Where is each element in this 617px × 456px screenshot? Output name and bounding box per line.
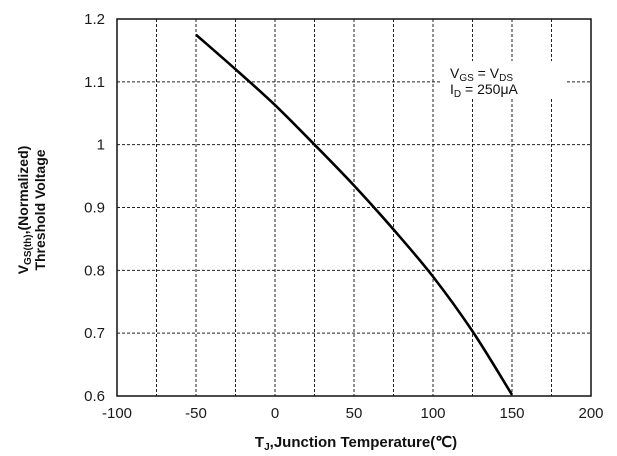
data-point bbox=[471, 330, 473, 332]
data-point bbox=[392, 228, 394, 230]
data-point bbox=[313, 143, 315, 145]
data-point bbox=[234, 68, 236, 70]
annotation-id: ID = 250μA bbox=[450, 81, 519, 100]
plot-frame bbox=[116, 18, 592, 397]
y-tick-label: 1.2 bbox=[84, 11, 105, 28]
y-tick-label: 0.7 bbox=[84, 325, 105, 342]
annotation-vgs: VGS = VDS bbox=[450, 65, 513, 84]
x-tick-label: 0 bbox=[271, 405, 279, 422]
y-tick-label: 1 bbox=[97, 137, 105, 154]
y-tick-label: 0.9 bbox=[84, 200, 105, 217]
data-point bbox=[511, 394, 513, 396]
annotation-box bbox=[441, 61, 565, 99]
y-axis-label-line1: VGS(th),(Normalized) bbox=[15, 146, 34, 275]
x-axis-label: TJ,Junction Temperature(℃) bbox=[255, 434, 457, 453]
y-tick-label: 1.1 bbox=[84, 74, 105, 91]
y-axis-label-line2: Threshold Voltage bbox=[32, 149, 48, 270]
x-tick-label: 50 bbox=[346, 405, 363, 422]
series-line bbox=[195, 33, 514, 396]
data-point bbox=[432, 275, 434, 277]
y-tick-labels: 0.6 0.7 0.8 0.9 1 1.1 1.2 bbox=[84, 11, 105, 405]
x-tick-labels: -100 -50 0 50 100 150 200 bbox=[102, 405, 604, 422]
x-tick-label: 100 bbox=[420, 405, 445, 422]
x-tick-label: 150 bbox=[499, 405, 524, 422]
x-tick-label: 200 bbox=[578, 405, 603, 422]
y-tick-label: 0.8 bbox=[84, 262, 105, 279]
data-point bbox=[195, 34, 197, 36]
x-tick-label: -50 bbox=[185, 405, 207, 422]
y-tick-label: 0.6 bbox=[84, 388, 105, 405]
data-point bbox=[274, 104, 276, 106]
data-point bbox=[353, 184, 355, 186]
x-tick-label: -100 bbox=[102, 405, 132, 422]
